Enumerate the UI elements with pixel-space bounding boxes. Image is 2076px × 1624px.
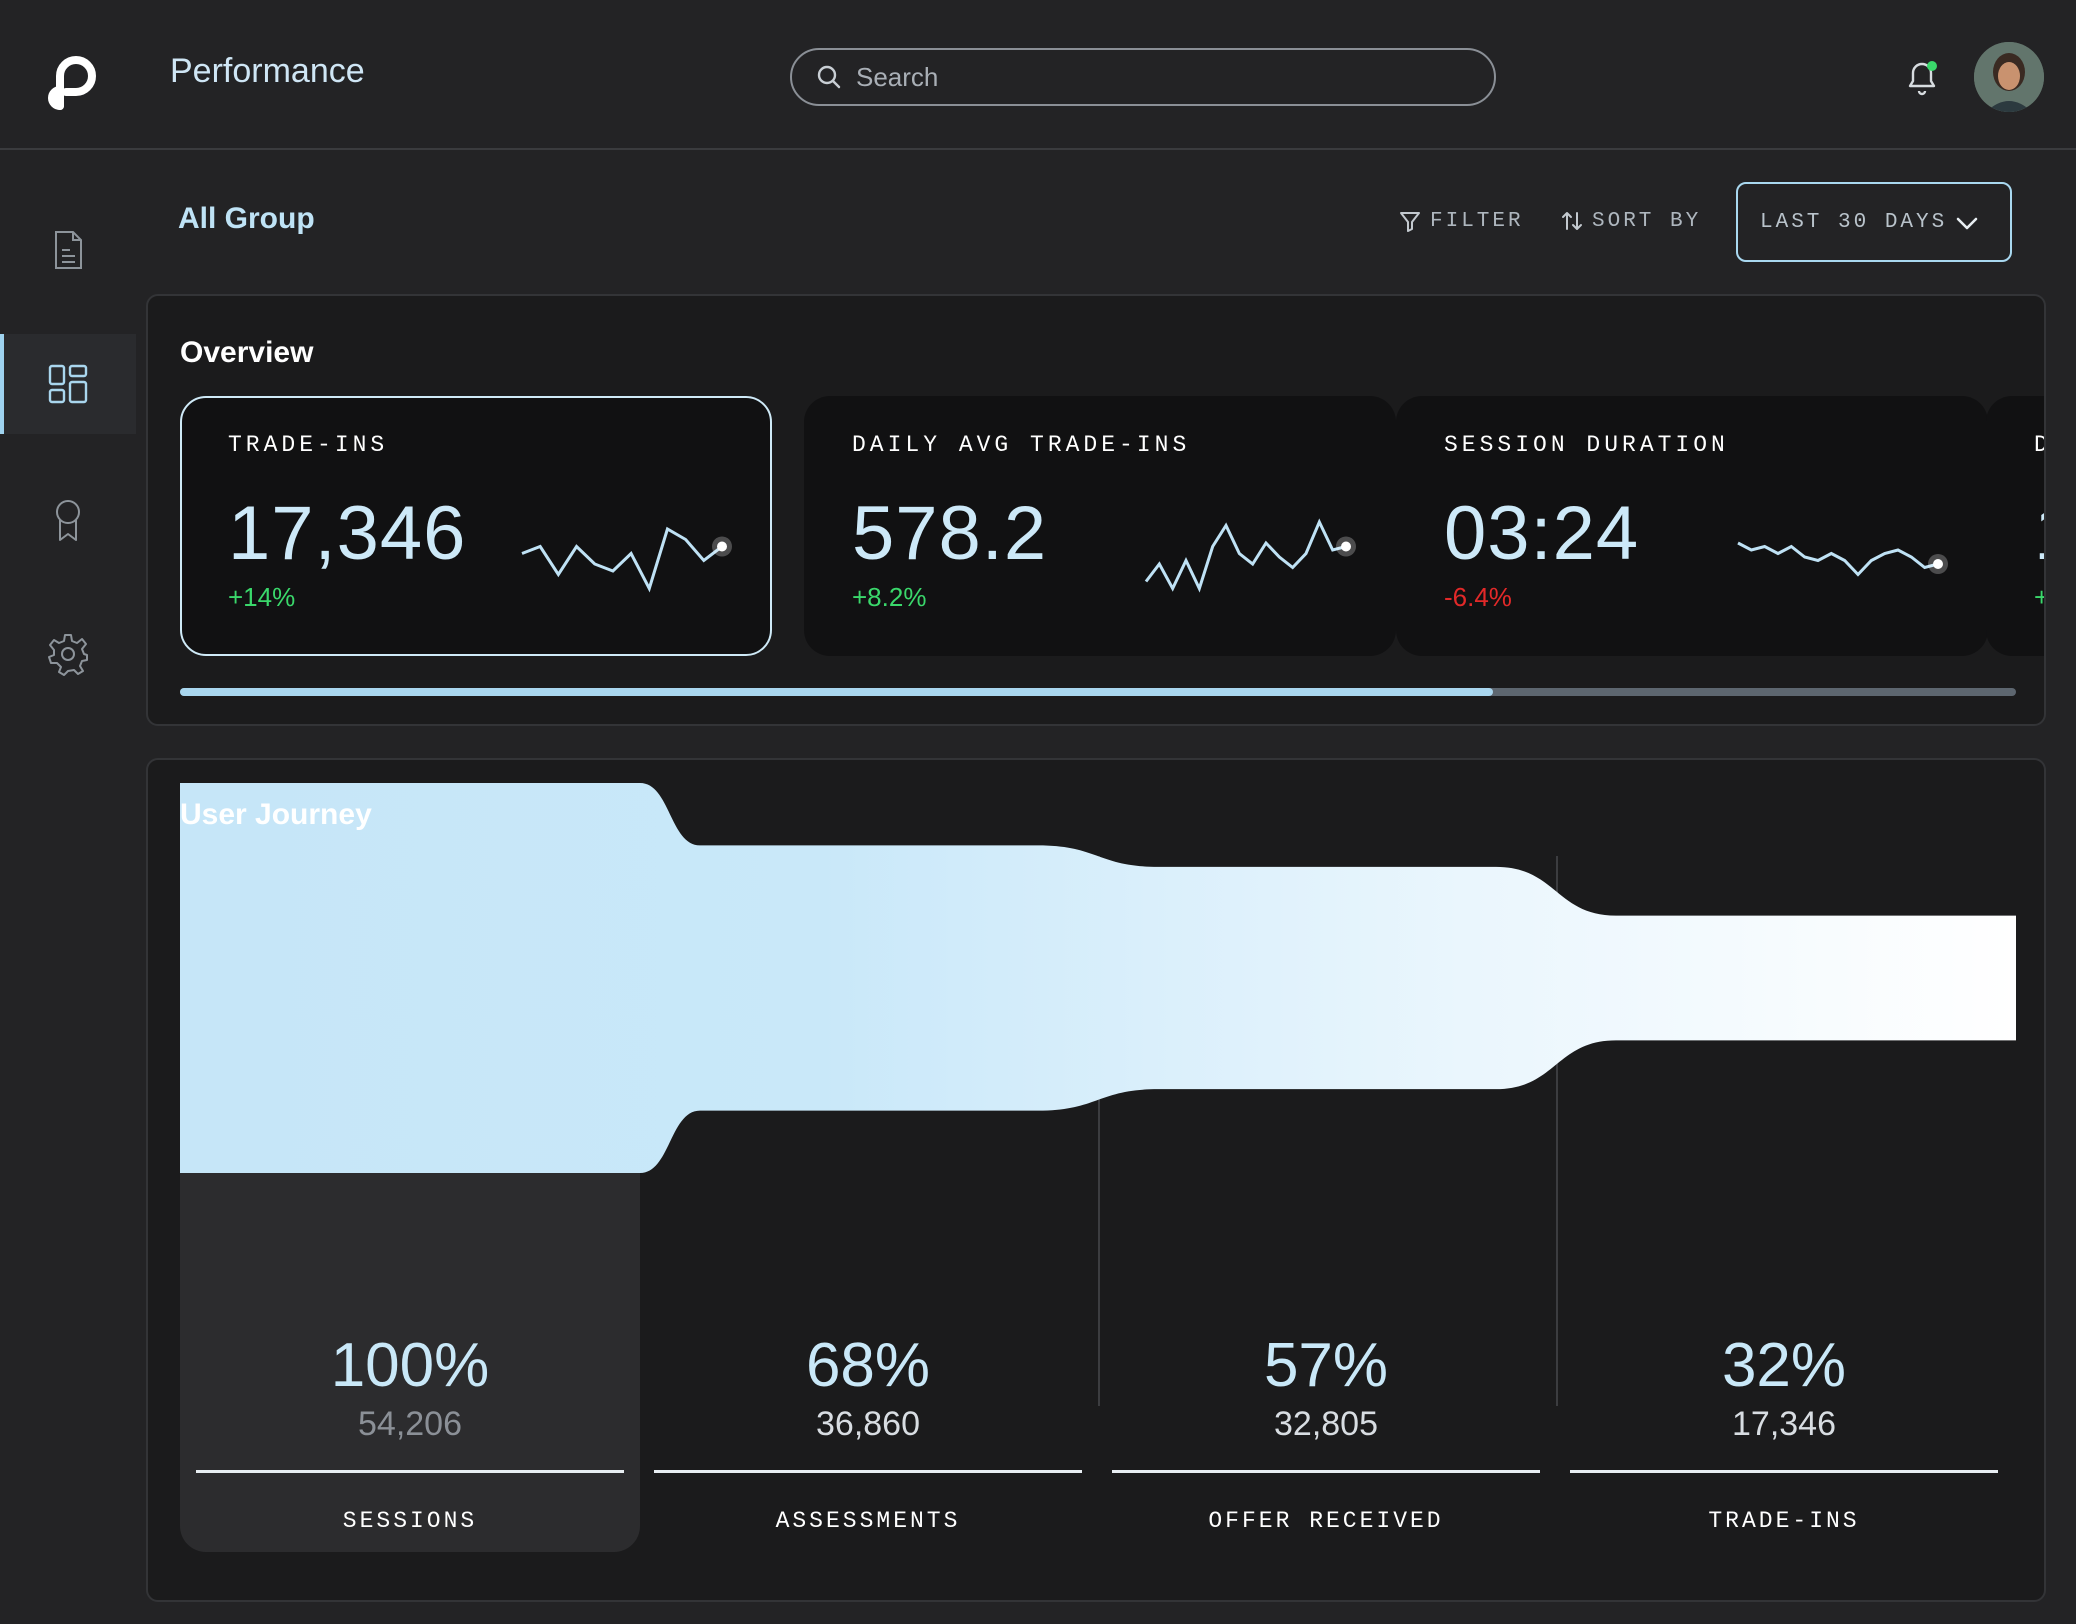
sort-label: SORT BY — [1592, 209, 1702, 233]
stage-underline — [1570, 1470, 1998, 1473]
card-label: SESSION DURATION — [1444, 432, 1729, 458]
sort-icon — [1562, 212, 1582, 230]
scrollbar-thumb[interactable] — [180, 688, 1493, 696]
settings-icon — [48, 634, 88, 676]
filter-icon — [1400, 212, 1420, 232]
document-icon — [55, 231, 82, 269]
logo-icon[interactable] — [40, 42, 102, 110]
award-icon — [56, 500, 80, 541]
bell-icon[interactable] — [1902, 56, 1942, 98]
sparkline — [521, 526, 732, 593]
card-label: TRADE-INS — [228, 432, 389, 458]
metric-card-session-duration[interactable]: SESSION DURATION 03:24 -6.4% — [1396, 396, 1988, 656]
sparkline-path — [521, 526, 723, 593]
stage-count: 54,206 — [358, 1405, 462, 1443]
card-value: 03:24 — [1444, 491, 1640, 576]
sparkline-path — [1144, 518, 1347, 593]
date-range-label: LAST 30 DAYS — [1760, 210, 1948, 234]
metric-card-partial[interactable]: D 1 + — [1986, 396, 2044, 656]
card-value: 17,346 — [228, 491, 467, 576]
card-value: 1 — [2034, 490, 2044, 577]
overview-panel: Overview TRADE-INS 17,346 +14% DAILY AVG… — [146, 294, 2046, 726]
card-value: 578.2 — [852, 491, 1048, 576]
card-delta: + — [2034, 582, 2044, 613]
page-title: Performance — [170, 52, 365, 90]
stage-percent: 100% — [330, 1331, 490, 1400]
stage-offer-received[interactable]: 57% 32,805 — [1112, 1330, 1540, 1444]
sidebar-item-reports[interactable] — [0, 200, 136, 300]
sidebar-item-dashboard[interactable] — [0, 334, 136, 434]
metric-card-trade-ins[interactable]: TRADE-INS 17,346 +14% — [180, 396, 772, 656]
sort-button[interactable]: SORT BY — [1560, 206, 1701, 236]
dashboard-icon — [48, 364, 88, 404]
user-journey-panel: User Journey 100% 54,206 68% 36,860 57% … — [146, 758, 2046, 1602]
metric-card-daily-avg[interactable]: DAILY AVG TRADE-INS 578.2 +8.2% — [804, 396, 1396, 656]
stage-label-assessments: ASSESSMENTS — [775, 1508, 961, 1534]
user-journey-title: User Journey — [180, 798, 372, 831]
stage-count: 17,346 — [1732, 1405, 1836, 1443]
avatar[interactable] — [1974, 42, 2044, 112]
stage-count: 36,860 — [816, 1405, 920, 1443]
card-label: D — [2034, 432, 2044, 458]
sparkline-endpoint — [717, 541, 727, 552]
sparkline-endpoint — [1341, 541, 1351, 552]
stage-percent: 57% — [1263, 1331, 1389, 1400]
stage-count: 32,805 — [1274, 1405, 1378, 1443]
cards-scrollbar[interactable] — [180, 688, 2016, 696]
stage-underline — [1112, 1470, 1540, 1473]
search-bar[interactable] — [790, 48, 1496, 106]
funnel-ribbon — [180, 783, 2016, 1173]
card-delta: +14% — [228, 582, 296, 612]
search-icon — [817, 65, 841, 89]
funnel-chart — [180, 783, 2016, 1173]
stage-sessions[interactable]: 100% 54,206 — [196, 1330, 624, 1444]
stage-label-trade-ins: TRADE-INS — [1708, 1508, 1860, 1534]
chevron-down-icon — [1956, 217, 1978, 230]
stage-underline — [654, 1470, 1082, 1473]
stage-divider — [1556, 856, 1558, 1406]
stage-percent: 68% — [805, 1331, 931, 1400]
sparkline-endpoint — [1933, 559, 1943, 569]
overview-title: Overview — [180, 336, 314, 369]
overview-cards: TRADE-INS 17,346 +14% DAILY AVG TRADE-IN… — [148, 296, 2044, 724]
filter-button[interactable]: FILTER — [1398, 206, 1524, 236]
card-delta: -6.4% — [1444, 582, 1512, 612]
sparkline — [1737, 541, 1948, 577]
card-delta: +8.2% — [852, 582, 927, 612]
stage-label-offer-received: OFFER RECEIVED — [1208, 1508, 1444, 1534]
stage-percent: 32% — [1721, 1331, 1847, 1400]
sparkline — [1144, 518, 1356, 593]
sparkline-path — [1737, 541, 1939, 577]
stage-trade-ins[interactable]: 32% 17,346 — [1570, 1330, 1998, 1444]
filter-label: FILTER — [1430, 209, 1524, 233]
sidebar-item-settings[interactable] — [0, 604, 136, 704]
sidebar — [0, 152, 140, 1624]
search-input[interactable] — [856, 61, 1456, 93]
top-bar: Performance — [0, 0, 2076, 150]
date-range-dropdown[interactable]: LAST 30 DAYS — [1736, 182, 2012, 262]
stage-assessments[interactable]: 68% 36,860 — [654, 1330, 1082, 1444]
group-title[interactable]: All Group — [178, 202, 315, 235]
sidebar-item-achievements[interactable] — [0, 470, 136, 570]
stage-divider — [1098, 856, 1100, 1406]
card-label: DAILY AVG TRADE-INS — [852, 432, 1191, 458]
stage-underline — [196, 1470, 624, 1473]
stage-label-sessions: SESSIONS — [342, 1508, 478, 1534]
